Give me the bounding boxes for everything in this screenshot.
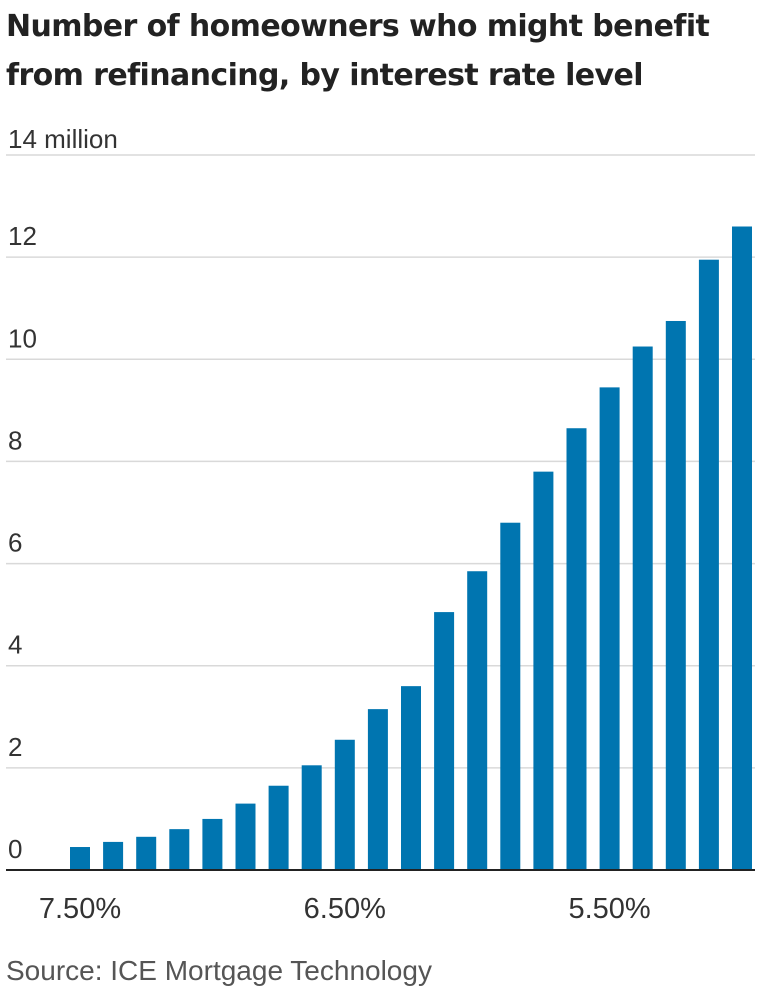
y-tick-label-0: 0 xyxy=(8,834,22,864)
bar xyxy=(334,739,355,870)
bar xyxy=(301,765,322,870)
y-tick-label-12: 12 xyxy=(8,221,37,251)
bar xyxy=(599,387,620,870)
bar xyxy=(732,226,752,870)
bar xyxy=(632,346,653,871)
bar xyxy=(467,571,488,870)
y-tick-label-8: 8 xyxy=(8,425,22,455)
bar xyxy=(401,686,421,870)
y-tick-label-6: 6 xyxy=(8,528,22,558)
x-tick-label: 5.50% xyxy=(568,893,650,925)
bar-series xyxy=(70,226,752,871)
bar xyxy=(268,785,289,870)
bar xyxy=(698,259,719,871)
y-axis-unit-label: 14 million xyxy=(8,124,118,154)
bar xyxy=(500,522,521,870)
bar xyxy=(70,847,90,870)
y-tick-label-4: 4 xyxy=(8,630,22,660)
y-tick-label-2: 2 xyxy=(8,732,22,762)
x-axis: 7.50% 6.50% 5.50% xyxy=(6,869,755,925)
bar xyxy=(566,428,587,870)
bar xyxy=(235,803,256,870)
source-note: Source: ICE Mortgage Technology xyxy=(6,955,432,986)
bar xyxy=(665,320,686,870)
bar xyxy=(136,836,157,870)
y-tick-label-10: 10 xyxy=(8,323,37,353)
bar xyxy=(202,818,223,870)
bar xyxy=(169,829,190,870)
x-tick-label: 6.50% xyxy=(304,893,386,925)
y-axis-labels: 0 2 4 6 8 10 12 14 million xyxy=(8,124,118,864)
gridlines xyxy=(6,154,755,769)
x-tick-label: 7.50% xyxy=(39,893,121,925)
bar xyxy=(103,841,124,870)
bar xyxy=(533,471,554,870)
chart-title: Number of homeowners who might benefit f… xyxy=(6,9,710,93)
bar xyxy=(434,612,455,870)
bar xyxy=(367,709,388,870)
